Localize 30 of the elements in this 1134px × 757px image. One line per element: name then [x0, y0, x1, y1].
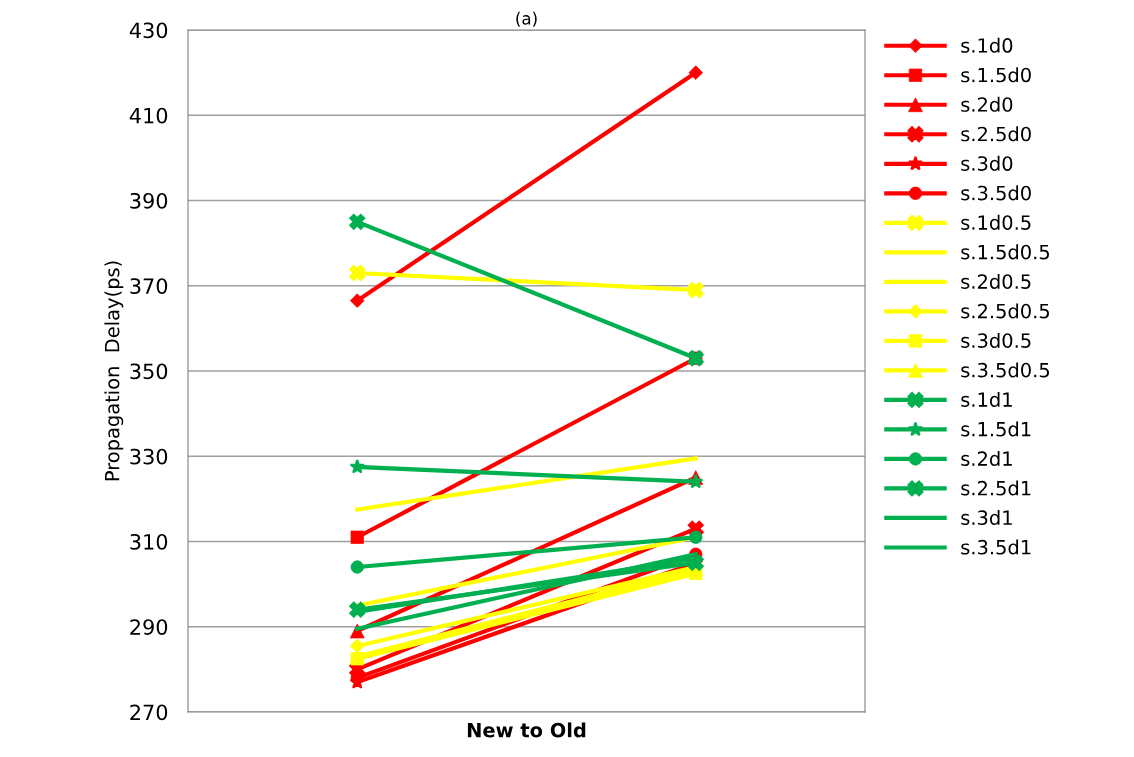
- legend-label: s.2.5d0: [961, 126, 1031, 142]
- legend-label: s.3.5d1: [961, 539, 1031, 555]
- legend-label: s.3d0: [961, 155, 1013, 171]
- chart-title: (a): [516, 11, 537, 27]
- legend-label: s.2.5d1: [961, 480, 1031, 496]
- y-tick-label: 430: [129, 22, 168, 39]
- x-axis-title: New to Old: [467, 722, 586, 738]
- legend-label: s.1.5d0.5: [961, 244, 1050, 260]
- legend-label: s.3d0.5: [961, 332, 1031, 348]
- legend-label: s.3.5d0: [961, 185, 1031, 201]
- legend-label: s.1.5d0: [961, 67, 1031, 83]
- legend-label: s.2d0: [961, 96, 1013, 112]
- legend-label: s.1d1: [961, 391, 1012, 407]
- legend-label: s.2d1: [961, 450, 1012, 467]
- y-tick-label: 370: [130, 278, 168, 294]
- legend-label: s.3d1: [961, 509, 1012, 526]
- y-axis-title: Propagation Delay(ps): [104, 261, 124, 481]
- y-tick-label: 390: [130, 192, 168, 209]
- legend-label: s.3.5d0.5: [961, 362, 1050, 378]
- y-tick-label: 290: [130, 619, 168, 635]
- y-tick-label: 330: [130, 448, 168, 465]
- legend-label: s.2.5d0.5: [961, 303, 1050, 319]
- y-tick-label: 310: [130, 533, 168, 550]
- y-tick-label: 270: [130, 704, 168, 721]
- legend-label: s.2d0.5: [961, 273, 1031, 289]
- legend-label: s.1.5d1: [961, 421, 1031, 437]
- legend-label: s.1d0.5: [961, 214, 1031, 230]
- y-tick-label: 410: [129, 107, 168, 124]
- y-tick-label: 350: [130, 363, 168, 380]
- legend-label: s.1d0: [961, 37, 1013, 53]
